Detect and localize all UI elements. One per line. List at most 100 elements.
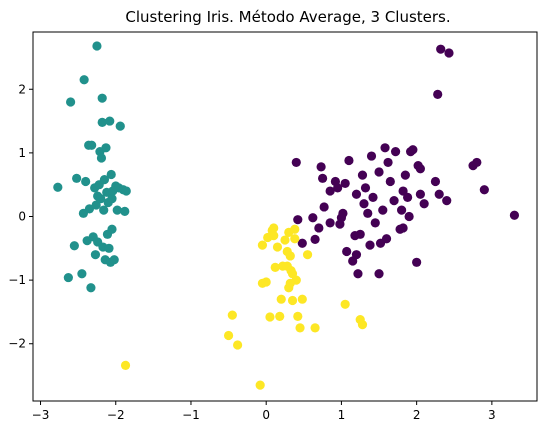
- data-point: [280, 235, 290, 245]
- data-point: [430, 176, 441, 187]
- data-point: [325, 186, 335, 196]
- data-point: [318, 173, 328, 183]
- data-point: [479, 185, 489, 195]
- data-point: [90, 250, 101, 260]
- data-point: [383, 157, 393, 168]
- data-point: [293, 215, 303, 225]
- data-point: [365, 240, 375, 250]
- data-point: [297, 238, 307, 248]
- data-point: [91, 200, 101, 210]
- data-point: [97, 93, 107, 103]
- data-point: [269, 223, 279, 233]
- data-point: [398, 186, 408, 196]
- data-point: [408, 145, 418, 155]
- data-point: [363, 208, 373, 218]
- data-point: [290, 224, 300, 234]
- data-point: [357, 320, 368, 330]
- data-point: [287, 295, 298, 306]
- data-point: [360, 183, 371, 193]
- data-point: [340, 178, 350, 189]
- data-point: [442, 195, 452, 206]
- data-point: [293, 311, 303, 321]
- data-point: [272, 242, 283, 252]
- data-point: [227, 310, 237, 320]
- data-point: [97, 117, 107, 127]
- data-point: [319, 202, 329, 212]
- data-point: [223, 330, 234, 341]
- data-point: [99, 205, 109, 215]
- data-point: [121, 186, 131, 196]
- data-point: [325, 218, 335, 228]
- data-point: [233, 340, 243, 350]
- data-point: [403, 192, 413, 203]
- x-tick-label: −2: [107, 408, 125, 422]
- data-point: [120, 360, 131, 370]
- data-point: [359, 199, 369, 209]
- y-tick-label: 1: [18, 146, 26, 160]
- data-point: [265, 312, 275, 322]
- data-point: [87, 140, 97, 150]
- data-point: [434, 189, 444, 199]
- data-point: [101, 143, 111, 153]
- data-point: [77, 269, 87, 279]
- data-point: [295, 323, 305, 333]
- data-point: [257, 240, 268, 250]
- x-tick-label: −1: [182, 408, 200, 422]
- data-point: [81, 176, 91, 187]
- data-point: [390, 147, 401, 157]
- data-point: [285, 278, 295, 288]
- data-point: [419, 199, 429, 209]
- data-point: [275, 311, 285, 321]
- data-point: [338, 208, 348, 218]
- data-point: [340, 299, 350, 309]
- data-point: [374, 269, 384, 279]
- data-point: [96, 153, 107, 163]
- data-point: [366, 151, 377, 161]
- y-axis: −2 −1 0 1 2: [8, 82, 33, 351]
- chart-title: Clustering Iris. Método Average, 3 Clust…: [125, 8, 450, 26]
- data-point: [380, 143, 390, 153]
- data-point: [106, 169, 116, 180]
- data-point: [351, 250, 362, 260]
- data-point: [433, 89, 443, 99]
- data-point: [104, 243, 114, 253]
- data-point: [120, 206, 130, 217]
- x-tick-label: 0: [262, 408, 270, 422]
- data-point: [109, 255, 119, 265]
- data-point: [105, 116, 115, 126]
- data-point: [93, 191, 103, 201]
- plot-points: [53, 41, 520, 390]
- data-point: [316, 162, 326, 172]
- x-tick-label: −3: [32, 408, 50, 422]
- data-point: [415, 164, 425, 174]
- y-tick-label: −2: [8, 337, 26, 351]
- data-point: [310, 234, 320, 244]
- data-point: [255, 380, 265, 390]
- data-point: [92, 41, 102, 51]
- data-point: [353, 269, 363, 279]
- x-tick-label: 1: [338, 408, 346, 422]
- plot-frame: [32, 31, 538, 402]
- data-point: [297, 294, 307, 304]
- data-point: [415, 189, 425, 199]
- data-point: [412, 257, 422, 267]
- data-point: [115, 121, 125, 131]
- data-point: [357, 170, 368, 180]
- data-point: [84, 204, 95, 214]
- data-point: [400, 170, 410, 180]
- data-point: [381, 234, 392, 244]
- data-point: [472, 157, 482, 168]
- data-point: [53, 182, 63, 192]
- data-point: [344, 155, 354, 166]
- data-point: [290, 234, 300, 244]
- y-tick-label: 0: [18, 210, 26, 224]
- data-point: [333, 183, 343, 193]
- data-point: [79, 75, 89, 85]
- data-point: [436, 44, 446, 54]
- x-tick-label: 2: [413, 408, 421, 422]
- data-point: [107, 194, 117, 204]
- data-point: [310, 323, 320, 333]
- data-point: [355, 229, 365, 239]
- data-point: [69, 241, 79, 251]
- data-point: [404, 211, 414, 222]
